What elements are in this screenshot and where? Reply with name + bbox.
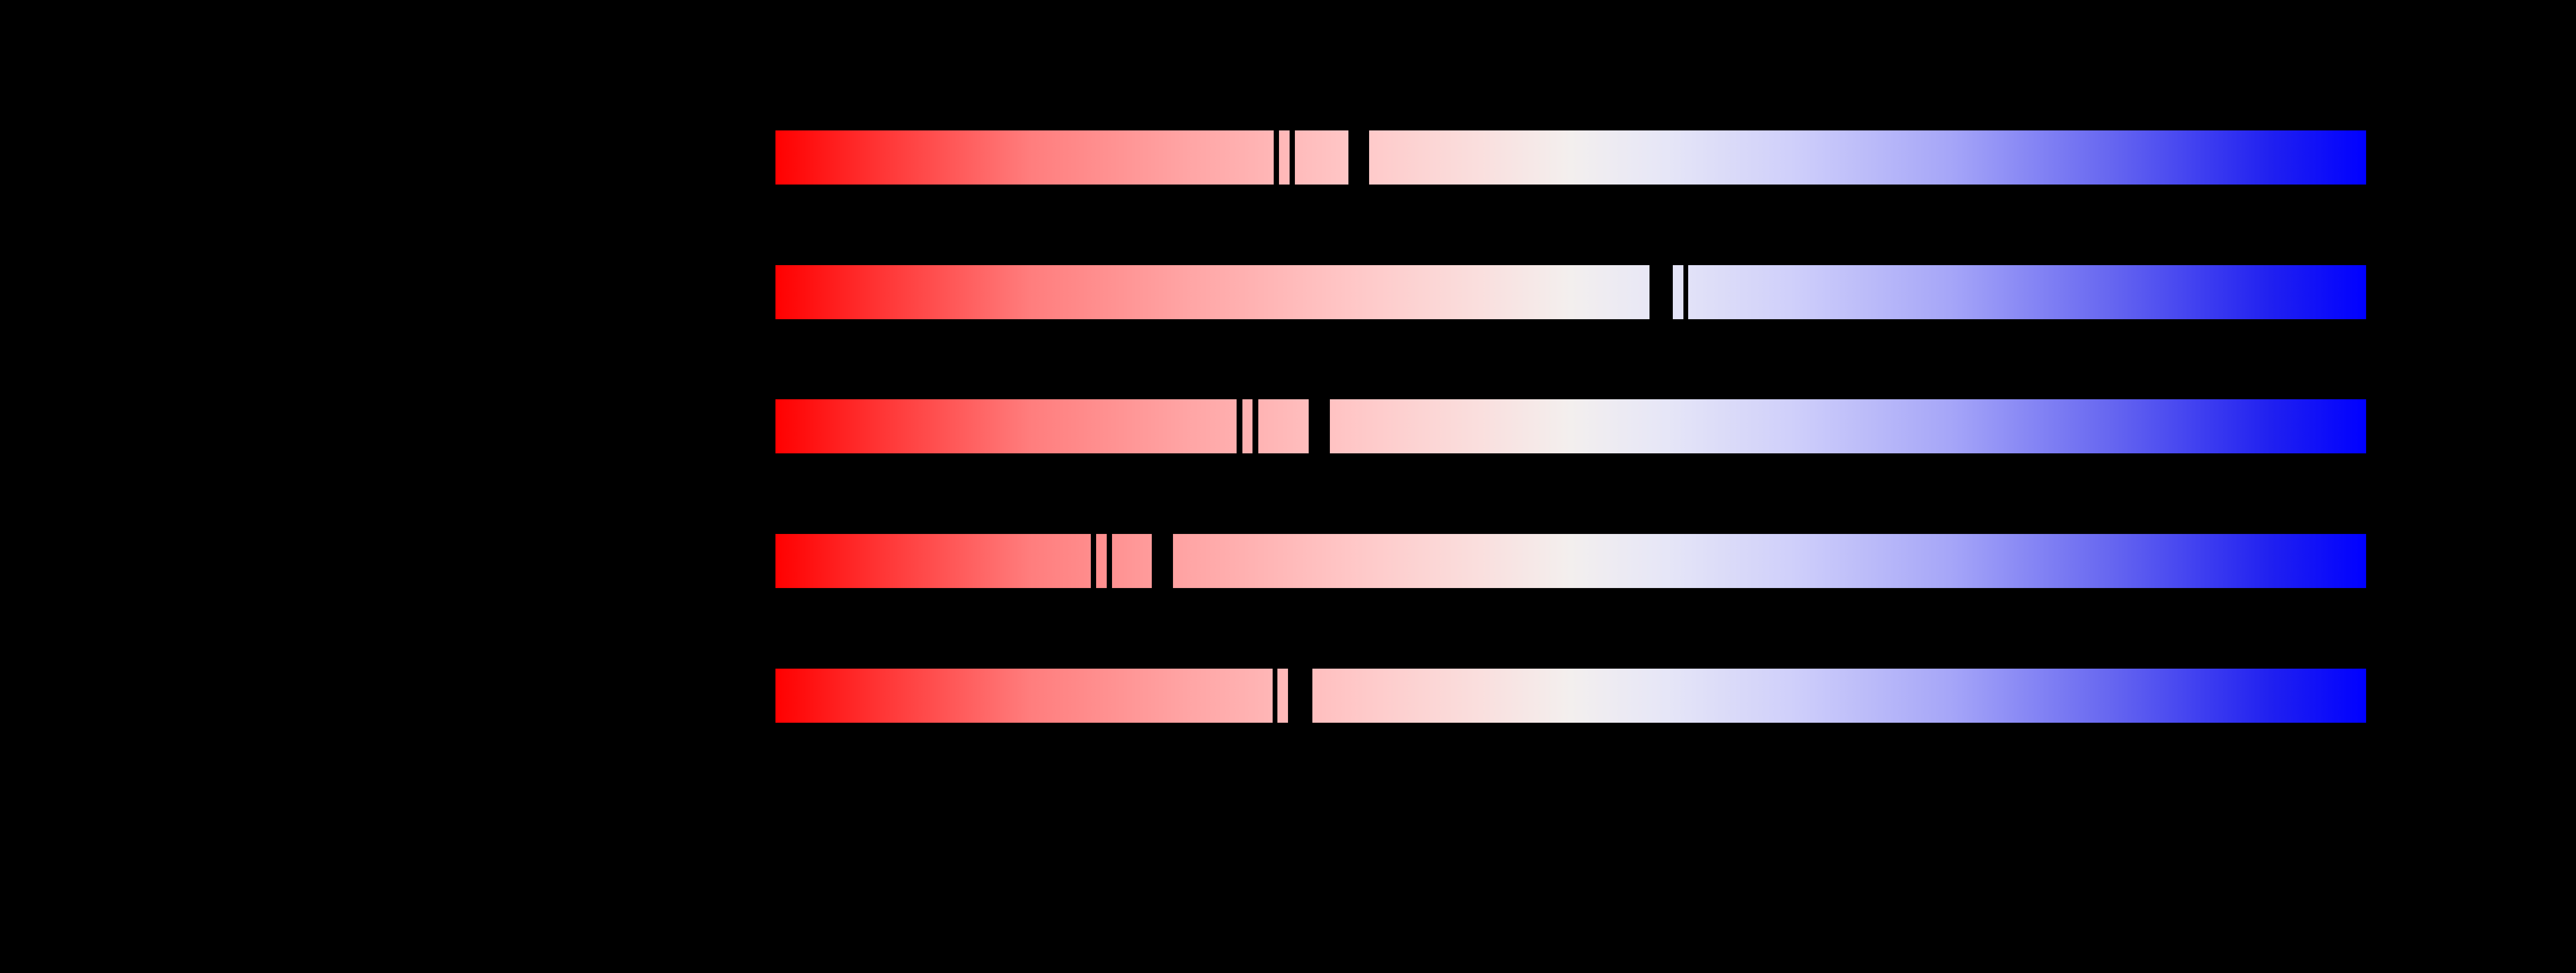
- thin-marker-tick: [1273, 668, 1277, 724]
- thin-marker-tick: [1091, 533, 1096, 589]
- gradient-bar-row-4: [775, 533, 2366, 589]
- thick-marker-tick: [1288, 668, 1312, 724]
- thick-marker-tick: [1649, 264, 1673, 320]
- thick-marker-tick: [1152, 533, 1173, 589]
- thin-marker-tick: [1237, 398, 1242, 454]
- thick-marker-tick: [1309, 398, 1330, 454]
- gradient-bar-row-2: [775, 264, 2366, 320]
- thin-marker-tick: [1252, 398, 1258, 454]
- thin-marker-tick: [1274, 129, 1279, 186]
- thin-marker-tick: [1683, 264, 1688, 320]
- thin-marker-tick: [1290, 129, 1295, 186]
- thin-marker-tick: [1107, 533, 1112, 589]
- thick-marker-tick: [1348, 129, 1369, 186]
- gradient-bar-row-3: [775, 398, 2366, 454]
- gradient-bar-row-1: [775, 129, 2366, 186]
- gradient-bar-row-5: [775, 668, 2366, 724]
